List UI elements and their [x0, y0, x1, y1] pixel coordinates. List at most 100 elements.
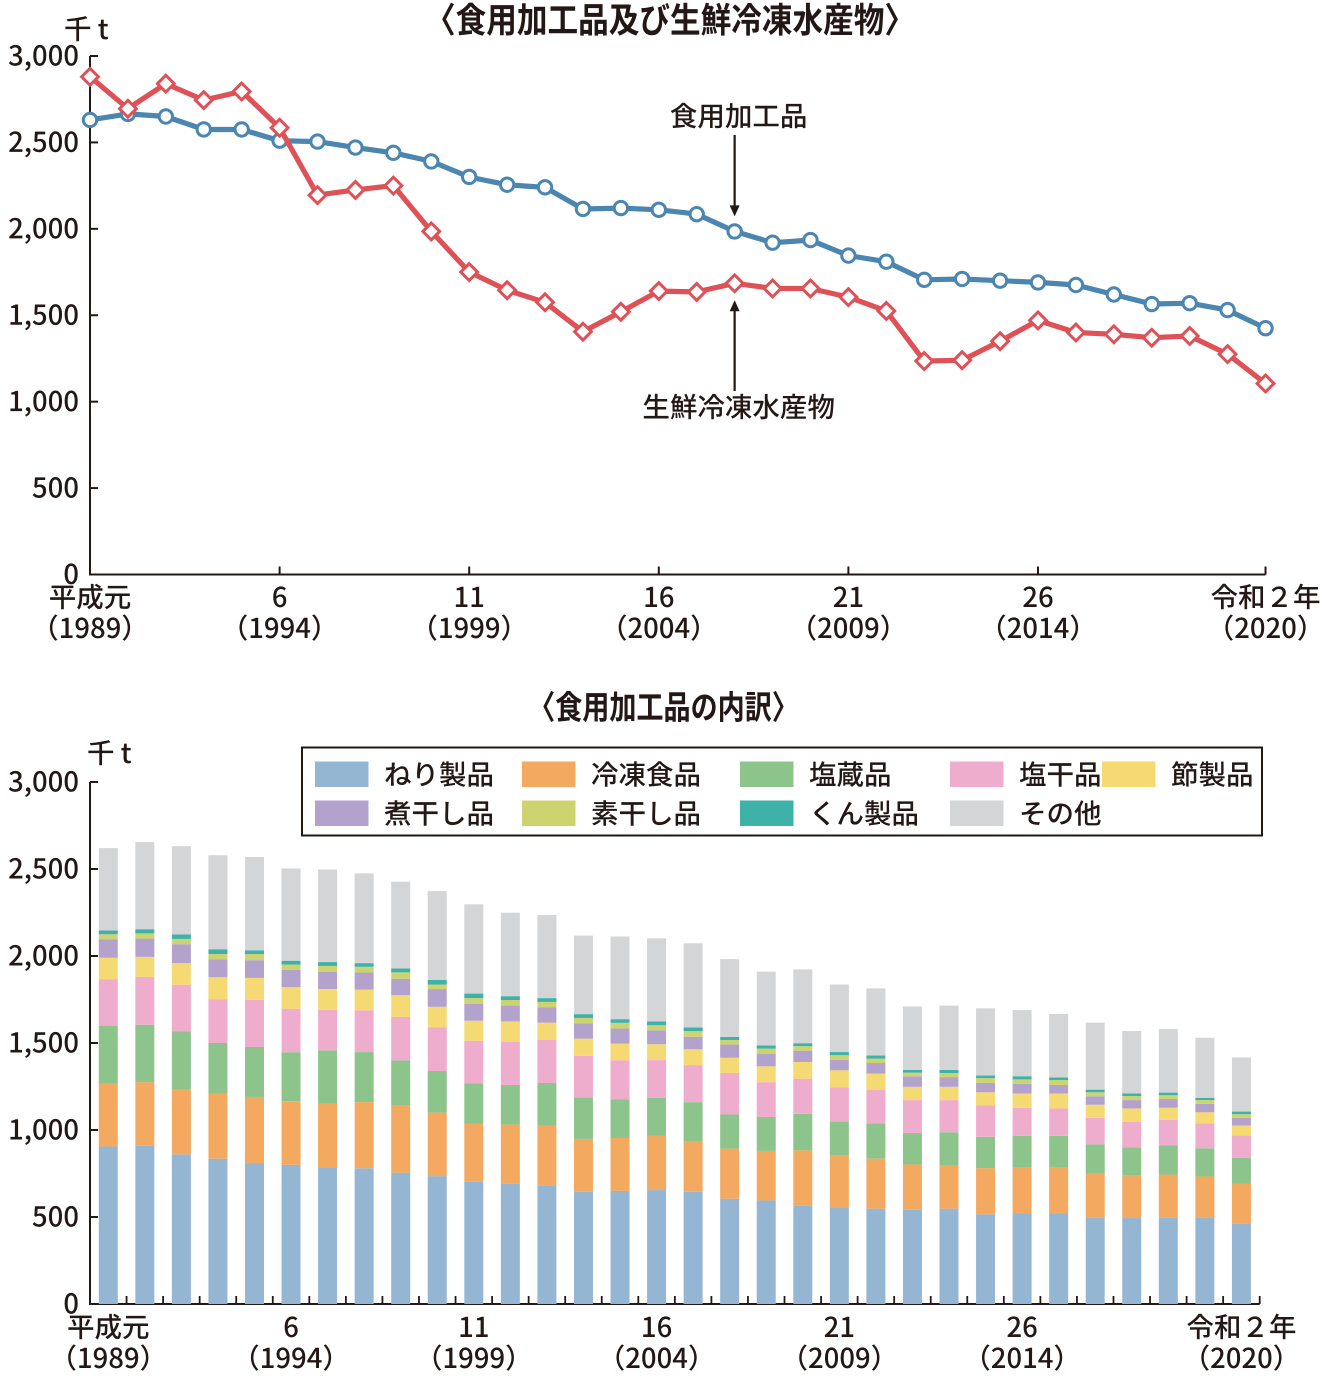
- bar-2009: [829, 984, 849, 1304]
- bar-segment: [135, 1082, 155, 1146]
- bar-segment: [1122, 1030, 1142, 1094]
- series-1: [79, 66, 1277, 395]
- marker-diamond: [1141, 327, 1163, 349]
- bar-2017: [1122, 1030, 1142, 1304]
- bar-segment: [902, 1076, 922, 1087]
- bar-segment: [537, 1007, 557, 1023]
- bar-segment: [573, 1055, 593, 1098]
- annotation-label: [643, 393, 834, 420]
- bar-segment: [354, 873, 374, 964]
- glyph-年: [1294, 583, 1320, 610]
- bar-segment: [683, 1027, 703, 1032]
- glyph-0: [1282, 617, 1296, 639]
- bar-segment: [1122, 1218, 1142, 1304]
- bar-segment: [866, 1055, 886, 1059]
- glyph-9: [486, 617, 500, 639]
- bar-segment: [793, 1078, 813, 1114]
- y-tick-label: [32, 476, 78, 498]
- annotation-label: [670, 102, 806, 129]
- bar-segment: [135, 938, 155, 957]
- x-tick-label-era: [1211, 583, 1320, 610]
- x-tick-label-year: [981, 1344, 1063, 1371]
- legend-item-5: [315, 800, 493, 826]
- bar-segment: [976, 1078, 996, 1083]
- glyph-1: [60, 617, 73, 638]
- line-chart-figure: 〈食用加工品及び生鮮冷凍水産物〉: [0, 0, 1328, 680]
- legend-swatch: [950, 800, 1004, 826]
- glyph-2: [818, 617, 832, 638]
- legend-label: [1171, 761, 1252, 787]
- legend-swatch: [740, 800, 794, 826]
- bar-segment: [829, 1155, 849, 1208]
- bar-segment: [391, 1016, 411, 1061]
- bar-segment: [1085, 1022, 1105, 1090]
- glyph-令: [1187, 1313, 1214, 1340]
- glyph-の: [692, 694, 716, 721]
- x-tick-label-year: [433, 1344, 514, 1371]
- bar-segment: [1012, 1083, 1032, 1094]
- glyph-0: [33, 217, 47, 239]
- bar-segment: [537, 1039, 557, 1084]
- bar-1992: [208, 855, 228, 1304]
- glyph-冷: [591, 761, 618, 787]
- bar-segment: [98, 1146, 118, 1304]
- glyph-煮: [384, 800, 411, 826]
- chart-title: [442, 2, 898, 36]
- bar-segment: [427, 989, 447, 1007]
- glyph-び: [641, 3, 670, 36]
- bar-segment: [647, 1025, 667, 1031]
- glyph-0: [1251, 617, 1265, 639]
- glyph-2: [9, 217, 23, 239]
- bar-segment: [976, 1105, 996, 1137]
- bar-1995: [318, 869, 338, 1304]
- glyph-0: [48, 1205, 63, 1227]
- bar-segment: [647, 938, 667, 1022]
- glyph-1: [455, 586, 468, 607]
- bar-segment: [1158, 1029, 1178, 1093]
- glyph-加: [517, 3, 546, 36]
- marker-circle: [1143, 295, 1160, 313]
- marker-diamond: [837, 286, 859, 308]
- x-tick-label-era: [1187, 1313, 1296, 1340]
- marker-circle: [764, 234, 781, 251]
- glyph-1: [10, 1119, 23, 1140]
- bar-segment: [427, 1006, 447, 1028]
- bar-segment: [610, 1019, 630, 1023]
- bar-segment: [573, 935, 593, 1015]
- glyph-（: [618, 614, 627, 641]
- glyph-5: [32, 1032, 47, 1053]
- x-tick-label-era: [1007, 1316, 1037, 1338]
- marker-diamond: [117, 98, 139, 120]
- glyph-し: [652, 801, 671, 826]
- annotation-1: [643, 300, 834, 420]
- glyph-9: [75, 617, 89, 639]
- glyph-製: [1199, 761, 1226, 787]
- legend-swatch: [315, 800, 369, 826]
- glyph-9: [106, 617, 120, 639]
- legend-label: [385, 761, 493, 787]
- bar-segment: [1195, 1123, 1215, 1149]
- glyph-）: [691, 614, 699, 641]
- glyph-千: [65, 16, 91, 42]
- bar-segment: [683, 1031, 703, 1037]
- glyph-工: [637, 694, 663, 720]
- glyph-（: [616, 1344, 624, 1371]
- annotation-0: [670, 102, 806, 217]
- glyph-）: [312, 614, 320, 641]
- y-tick-label: [8, 770, 78, 797]
- glyph-5: [32, 1206, 47, 1227]
- glyph-干: [412, 802, 438, 826]
- bar-segment: [1085, 1217, 1105, 1304]
- bar-segment: [1231, 1157, 1251, 1184]
- bar-segment: [1049, 1013, 1069, 1078]
- y-unit-label: [88, 740, 132, 766]
- glyph-0: [48, 1118, 63, 1140]
- glyph-9: [280, 617, 294, 639]
- glyph-1: [476, 1316, 488, 1337]
- bar-segment: [793, 969, 813, 1044]
- glyph-2: [1242, 1347, 1256, 1368]
- glyph-2: [1007, 617, 1021, 638]
- bar-segment: [244, 999, 264, 1047]
- bar-segment: [902, 1132, 922, 1165]
- glyph-品: [665, 692, 689, 722]
